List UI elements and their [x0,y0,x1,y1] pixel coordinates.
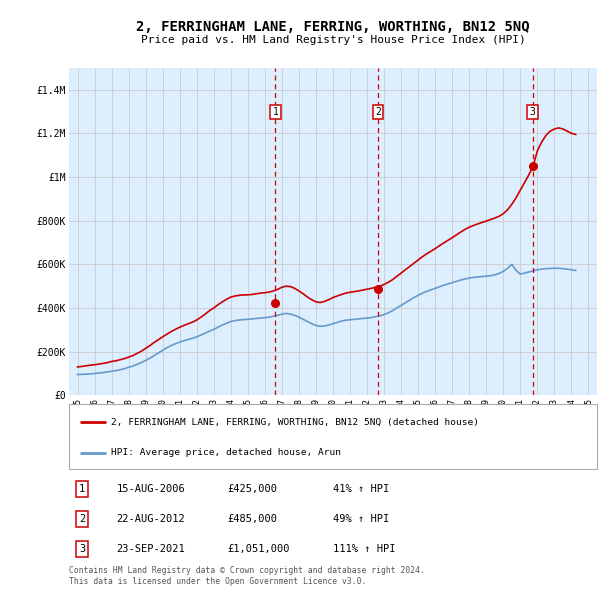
Text: 49% ↑ HPI: 49% ↑ HPI [333,514,389,524]
Text: 3: 3 [530,107,536,117]
Text: 2, FERRINGHAM LANE, FERRING, WORTHING, BN12 5NQ: 2, FERRINGHAM LANE, FERRING, WORTHING, B… [136,19,530,34]
Text: 111% ↑ HPI: 111% ↑ HPI [333,545,395,555]
Text: 2: 2 [79,514,85,524]
Text: 2: 2 [375,107,381,117]
Text: Contains HM Land Registry data © Crown copyright and database right 2024.
This d: Contains HM Land Registry data © Crown c… [69,566,425,586]
Text: 1: 1 [79,484,85,494]
Text: 1: 1 [272,107,278,117]
Text: £1,051,000: £1,051,000 [227,545,290,555]
Text: 41% ↑ HPI: 41% ↑ HPI [333,484,389,494]
Text: 3: 3 [79,545,85,555]
Text: 23-SEP-2021: 23-SEP-2021 [116,545,185,555]
Text: £425,000: £425,000 [227,484,277,494]
Text: 15-AUG-2006: 15-AUG-2006 [116,484,185,494]
Text: HPI: Average price, detached house, Arun: HPI: Average price, detached house, Arun [111,448,341,457]
Text: Price paid vs. HM Land Registry's House Price Index (HPI): Price paid vs. HM Land Registry's House … [140,35,526,45]
Text: 2, FERRINGHAM LANE, FERRING, WORTHING, BN12 5NQ (detached house): 2, FERRINGHAM LANE, FERRING, WORTHING, B… [111,418,479,427]
Text: 22-AUG-2012: 22-AUG-2012 [116,514,185,524]
FancyBboxPatch shape [69,404,597,469]
Text: £485,000: £485,000 [227,514,277,524]
